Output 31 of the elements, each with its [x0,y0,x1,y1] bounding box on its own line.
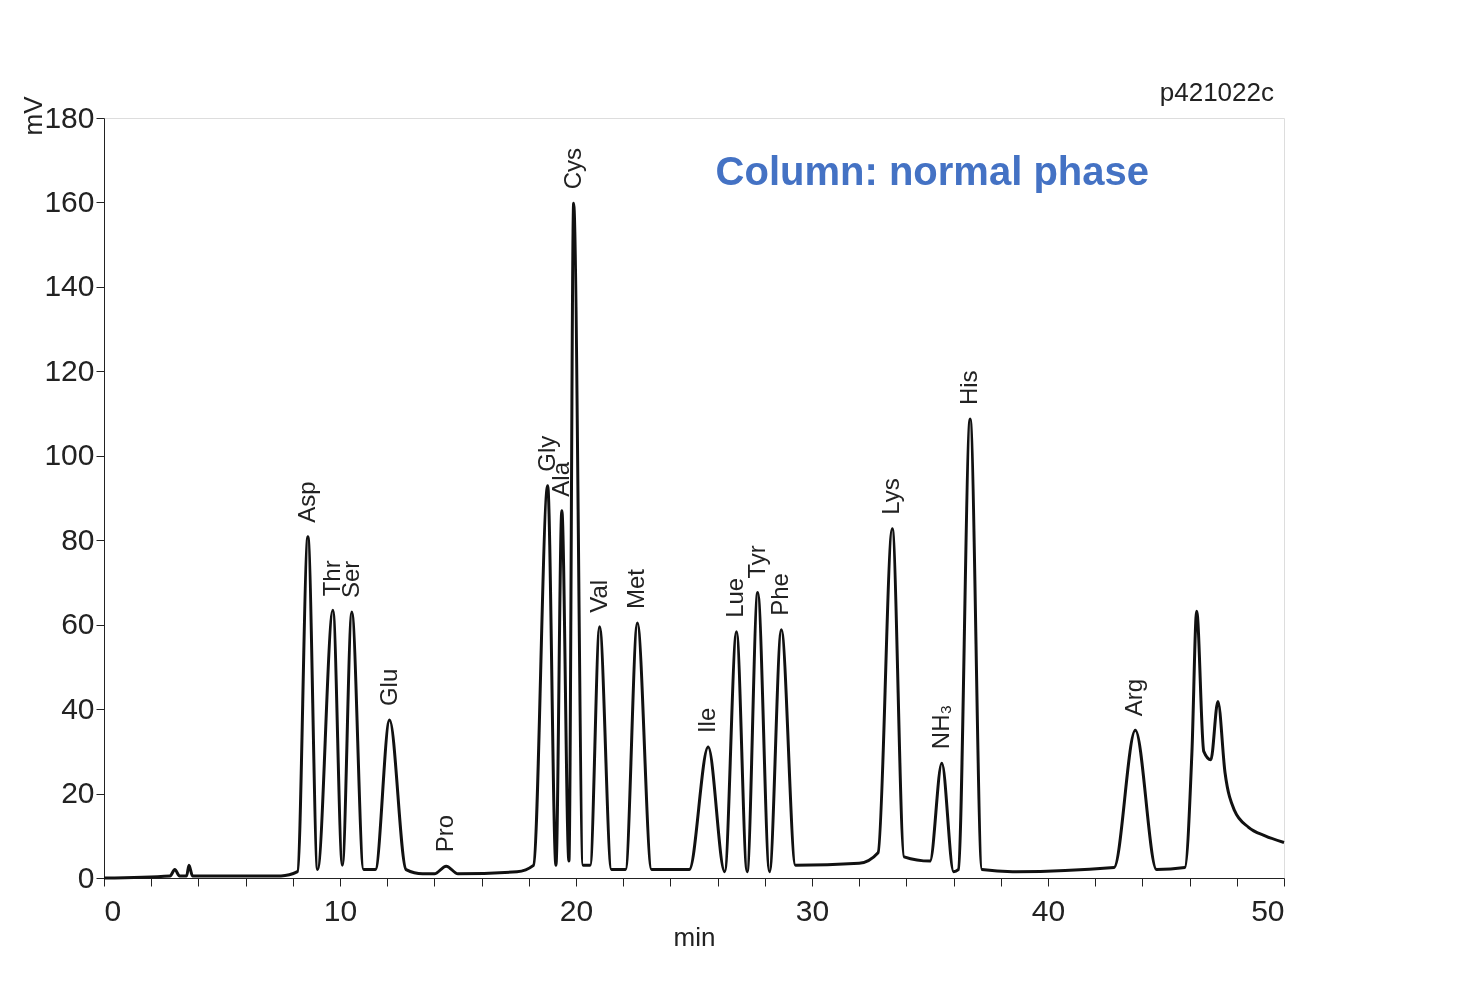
annotation: Column: normal phase [715,149,1149,193]
x-axis-title: min [673,921,716,952]
x-tick-label: 10 [323,893,358,927]
annotation: Ile [693,707,721,734]
y-tick-label: 80 [61,522,95,556]
annotation: Arg [1120,678,1148,717]
annotation: Lys [877,478,905,515]
annotation: NH₃ [926,704,954,750]
annotation: Val [584,579,612,613]
x-tick-label: 0 [104,893,122,927]
x-tick-label: 20 [559,893,594,927]
annotation: His [955,370,983,406]
x-tick-label: 40 [1031,893,1066,927]
y-tick-label: 100 [44,438,95,472]
y-tick-label: 0 [77,860,95,894]
text: p421022c [1159,77,1274,107]
y-tick-label: 180 [44,100,95,134]
y-tick-label: 40 [61,691,95,725]
y-tick-label: 120 [44,353,95,387]
annotation: Lue [721,577,749,618]
y-tick-label: 140 [44,269,95,303]
y-tick-label: 60 [61,607,95,641]
x-tick-label: 30 [795,893,830,927]
annotation: Pro [431,814,459,853]
x-tick-label: 50 [1251,893,1285,927]
annotation: Met [622,568,650,609]
annotation: Asp [292,481,320,523]
annotation: Cys [558,147,586,190]
annotation: Glu [374,668,402,707]
y-tick-label: 160 [44,184,95,218]
y-tick-label: 20 [61,776,95,810]
